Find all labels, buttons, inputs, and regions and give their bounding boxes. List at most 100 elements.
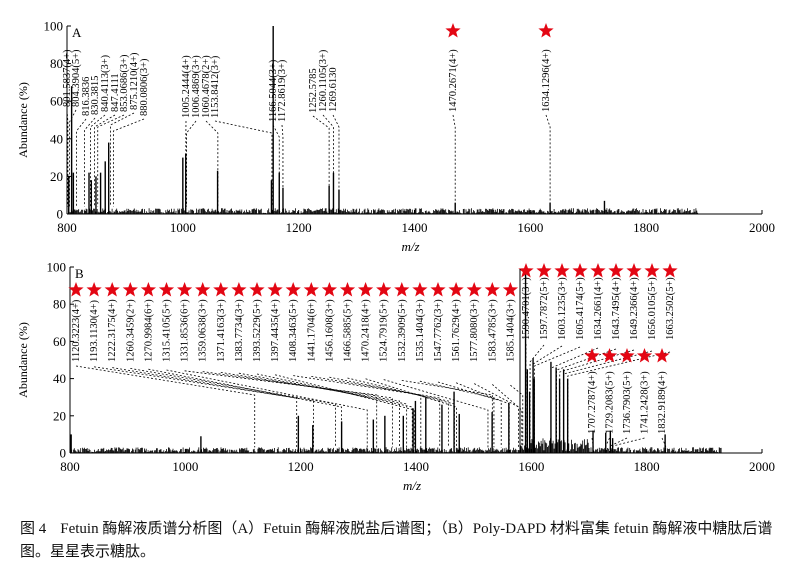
peak-label: 1371.4163(3+): [216, 299, 227, 362]
peak-leader-line: [661, 437, 667, 450]
peak-label: 1605.4174(5+): [575, 277, 586, 340]
x-tick-label: 1200: [288, 459, 314, 474]
peak-label: 1153.8412(3+): [210, 55, 221, 118]
peak-leader-line: [205, 120, 219, 207]
peak-leader-line: [492, 384, 523, 448]
peak-leader-line: [166, 369, 368, 448]
figure-caption-text: Fetuin 酶解液质谱分析图（A）Fetuin 酶解液脱盐后谱图；（B）Pol…: [20, 521, 773, 560]
glycopeptide-star: [554, 263, 570, 278]
peak-label: 1603.1235(3+): [557, 277, 568, 340]
peak-label: 1441.1704(6+): [306, 299, 317, 362]
x-axis-label: m/z: [401, 239, 419, 254]
y-axis-label: Abundance (%): [16, 322, 30, 398]
peak-label: 1597.7872(5+): [539, 277, 550, 340]
glycopeptide-star: [572, 263, 588, 278]
peak-leader-line: [383, 379, 489, 448]
peak-label: 1005.2444(4+): [181, 55, 192, 118]
peak-label: 1193.1130(4+): [89, 299, 100, 362]
y-tick-label: 0: [57, 207, 64, 222]
peak-leader-line: [332, 114, 340, 207]
peak-leader-line: [534, 346, 581, 448]
glycopeptide-star: [158, 282, 175, 297]
peak-label: 1331.8536(6+): [180, 299, 191, 362]
y-tick-label: 100: [47, 260, 67, 275]
y-tick-label: 20: [53, 408, 66, 423]
glycopeptide-star: [448, 282, 464, 297]
peak-label: 1408.3463(5+): [288, 299, 299, 362]
peak-label: 830.3815: [90, 76, 101, 115]
glycopeptide-star: [357, 282, 374, 297]
glycopeptide-star: [608, 263, 624, 278]
peak-label: 1729.2083(5+): [605, 371, 616, 434]
peak-leader-line: [76, 118, 87, 207]
peak-label: 1577.8080(3+): [469, 299, 480, 362]
x-tick-label: 1000: [172, 459, 198, 474]
peak-label: 1736.7903(5+): [622, 371, 633, 434]
peak-leader-line: [437, 381, 502, 448]
peak-label: 853.0686(3+): [119, 54, 130, 112]
peak-label: 1643.7495(4+): [611, 277, 622, 340]
peak-label: 1269.6130: [328, 67, 339, 112]
peak-label: 1470.2418(4+): [361, 299, 372, 362]
peak-leader-line: [184, 370, 378, 448]
peak-leader-line: [510, 384, 524, 448]
peak-leader-line: [347, 377, 455, 448]
peak-leader-line: [90, 114, 106, 207]
glycopeptide-star: [636, 348, 653, 363]
peak-leader-line: [69, 109, 77, 207]
peak-label: 1466.5885(5+): [343, 299, 354, 362]
glycopeptide-star: [249, 282, 265, 297]
peak-leader-line: [272, 124, 280, 207]
peak-leader-line: [529, 344, 545, 448]
peak-leader-line: [322, 114, 334, 207]
peak-label: 1060.4678(2+): [201, 55, 212, 118]
peak-label: 1260.1105(3+): [318, 49, 329, 112]
peak-leader-line: [94, 114, 116, 207]
glycopeptide-star: [518, 263, 534, 278]
peak-label: 1832.9189(4+): [657, 371, 668, 434]
peak-label: 801.5837(4+): [62, 49, 73, 107]
peak-label: 1252.5785: [308, 68, 319, 113]
peak-leader-line: [329, 376, 449, 448]
peak-leader-line: [474, 383, 519, 448]
x-tick-label: 1800: [634, 459, 660, 474]
y-axis-label: Abundance (%): [16, 82, 30, 158]
peak-leader-line: [550, 347, 599, 448]
glycopeptide-star: [654, 348, 670, 363]
peak-label: 1583.4785(3+): [487, 299, 498, 362]
glycopeptide-star: [267, 282, 283, 297]
peak-label: 1470.2671(4+): [448, 49, 459, 112]
peak-leader-line: [75, 365, 256, 448]
peak-leader-line: [612, 437, 645, 450]
peak-leader-line: [112, 118, 145, 207]
peak-label: 1634.2661(4+): [593, 277, 604, 340]
x-tick-label: 1000: [170, 220, 196, 235]
peak-leader-line: [256, 373, 413, 448]
peak-leader-line: [455, 382, 510, 448]
figure-caption: 图 4 Fetuin 酶解液质谱分析图（A）Fetuin 酶解液脱盐后谱图；（B）…: [20, 518, 790, 564]
glycopeptide-star: [122, 282, 138, 297]
peak-leader-line: [563, 350, 653, 448]
peak-label: 1649.2366(4+): [629, 277, 640, 340]
glycopeptide-star: [394, 282, 410, 297]
y-tick-label: 0: [60, 446, 67, 461]
spectrum-panel-b: 0 20 40 60 80 100 800 1000 1200 1400 1600 1800 2000 m…: [16, 260, 775, 494]
peak-label: 1532.3909(5+): [397, 299, 408, 362]
x-tick-label: 1800: [633, 220, 659, 235]
glycopeptide-star: [619, 348, 635, 363]
peak-leader-line: [214, 120, 273, 207]
x-tick-label: 2000: [749, 459, 775, 474]
peak-leader-line: [66, 109, 69, 207]
peak-label: 1547.7762(3+): [433, 299, 444, 362]
peak-label: 1270.9984(6+): [143, 299, 154, 362]
glycopeptide-star: [285, 282, 301, 297]
peak-label: 1359.0638(3+): [198, 299, 209, 362]
peak-leader-line: [110, 112, 135, 207]
peak-leader-line: [202, 371, 393, 448]
peak-label: 1006.4869(3+): [191, 55, 202, 118]
peak-leader-line: [567, 351, 671, 448]
glycopeptide-star: [484, 282, 500, 297]
peak-label: 1524.7919(5+): [379, 299, 390, 362]
x-tick-label: 1200: [286, 220, 312, 235]
peak-leader-line: [186, 120, 197, 207]
